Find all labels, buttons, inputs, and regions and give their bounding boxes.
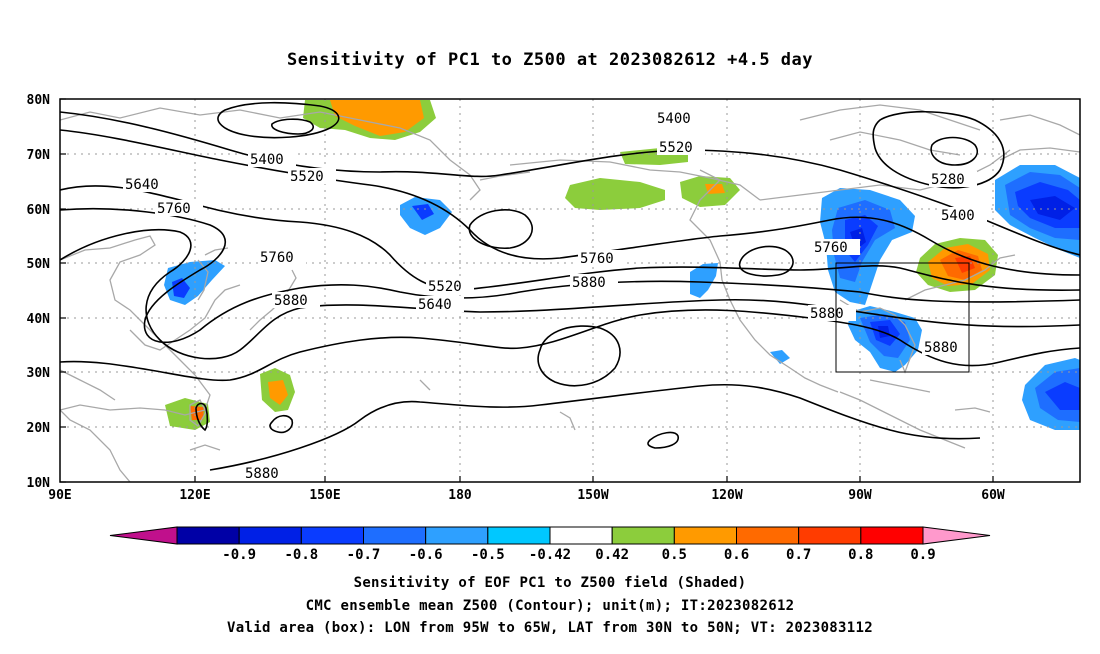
contour-label: 5400: [657, 111, 691, 127]
valid-area-box: [835, 262, 970, 373]
sensitivity-shading: [164, 100, 1080, 430]
contour-label: 5760: [580, 251, 614, 267]
lon-label: 120E: [179, 488, 210, 503]
colorbar-tick-label: 0.6: [724, 547, 749, 563]
colorbar-box: [549, 526, 613, 545]
colorbar-tick-label: 0.42: [595, 547, 629, 563]
coastlines: [60, 104, 1080, 482]
contour-labels: 5400 5520 5400 5520 5640 5760 5760 5880 …: [123, 110, 987, 482]
colorbar-labels: -0.9 -0.8 -0.7 -0.6 -0.5 -0.42 0.42 0.5 0.6 0.7 0.…: [222, 547, 935, 563]
caption-line-1: Sensitivity of EOF PC1 to Z500 field (Sh…: [353, 575, 747, 591]
colorbar-box: [238, 526, 302, 545]
longitude-labels: 90E 120E 150E 180 150W 120W 90W 60W: [48, 488, 1005, 503]
colorbar-arrow-high: [922, 526, 991, 545]
lon-label: 90E: [48, 488, 71, 503]
colorbar-box: [736, 526, 800, 545]
contour-label: 5880: [924, 340, 958, 356]
colorbar-box: [673, 526, 737, 545]
contour-label: 5880: [572, 275, 606, 291]
colorbar-arrow-low: [109, 526, 178, 545]
colorbar-tick-label: 0.8: [848, 547, 873, 563]
lon-label: 120W: [711, 488, 742, 503]
contour-label: 5520: [428, 279, 462, 295]
colorbar-box: [176, 526, 240, 545]
lon-label: 90W: [848, 488, 872, 503]
contour-label: 5280: [931, 172, 965, 188]
lat-label: 80N: [27, 93, 51, 108]
colorbar-tick-label: -0.6: [409, 547, 443, 563]
lat-label: 30N: [27, 366, 51, 381]
contour-label: 5760: [814, 240, 848, 256]
colorbar-box: [860, 526, 924, 545]
plot-frame: [59, 98, 1081, 483]
contour-label: 5400: [941, 208, 975, 224]
contour-label: 5520: [290, 169, 324, 185]
lat-label: 20N: [27, 421, 51, 436]
z500-contours: [60, 101, 1080, 471]
colorbar-box: [611, 526, 675, 545]
colorbar-tick-label: -0.8: [284, 547, 318, 563]
colorbar-box: [425, 526, 489, 545]
lon-label: 150E: [309, 488, 340, 503]
colorbar-box: [300, 526, 365, 545]
lat-label: 70N: [27, 148, 51, 163]
lat-label: 60N: [27, 203, 51, 218]
caption-line-2: CMC ensemble mean Z500 (Contour); unit(m…: [305, 598, 795, 614]
contour-label: 5640: [418, 297, 452, 313]
colorbar-tick-label: 0.9: [910, 547, 935, 563]
colorbar-tick-label: -0.5: [471, 547, 505, 563]
colorbar-tick-label: -0.42: [529, 547, 571, 563]
contour-label: 5880: [245, 466, 279, 482]
colorbar-tick-label: 0.7: [786, 547, 811, 563]
contour-label: 5880: [810, 306, 844, 322]
contour-label: 5880: [274, 293, 308, 309]
contour-label: 5400: [250, 152, 284, 168]
colorbar-box: [363, 526, 427, 545]
colorbar-tick-label: -0.9: [222, 547, 256, 563]
tick-marks: [60, 98, 994, 483]
contour-label: 5760: [260, 250, 294, 266]
latitude-labels: 80N 70N 60N 50N 40N 30N 20N 10N: [27, 93, 51, 491]
contour-label: 5520: [659, 140, 693, 156]
contour-label: 5640: [125, 177, 159, 193]
lon-label: 150W: [577, 488, 608, 503]
contour-label: 5760: [157, 201, 191, 217]
colorbar-tick-label: 0.5: [662, 547, 687, 563]
lat-label: 50N: [27, 257, 51, 272]
colorbar: [109, 526, 991, 545]
colorbar-tick-label: -0.7: [347, 547, 381, 563]
caption-line-3: Valid area (box): LON from 95W to 65W, L…: [227, 620, 873, 636]
lat-label: 40N: [27, 312, 51, 327]
colorbar-box: [487, 526, 551, 545]
colorbar-box: [798, 526, 862, 545]
lon-label: 60W: [981, 488, 1005, 503]
map-title: Sensitivity of PC1 to Z500 at 2023082612…: [286, 50, 813, 70]
lon-label: 180: [448, 488, 472, 503]
gridlines: [60, 99, 1080, 482]
lat-label: 10N: [27, 476, 51, 491]
